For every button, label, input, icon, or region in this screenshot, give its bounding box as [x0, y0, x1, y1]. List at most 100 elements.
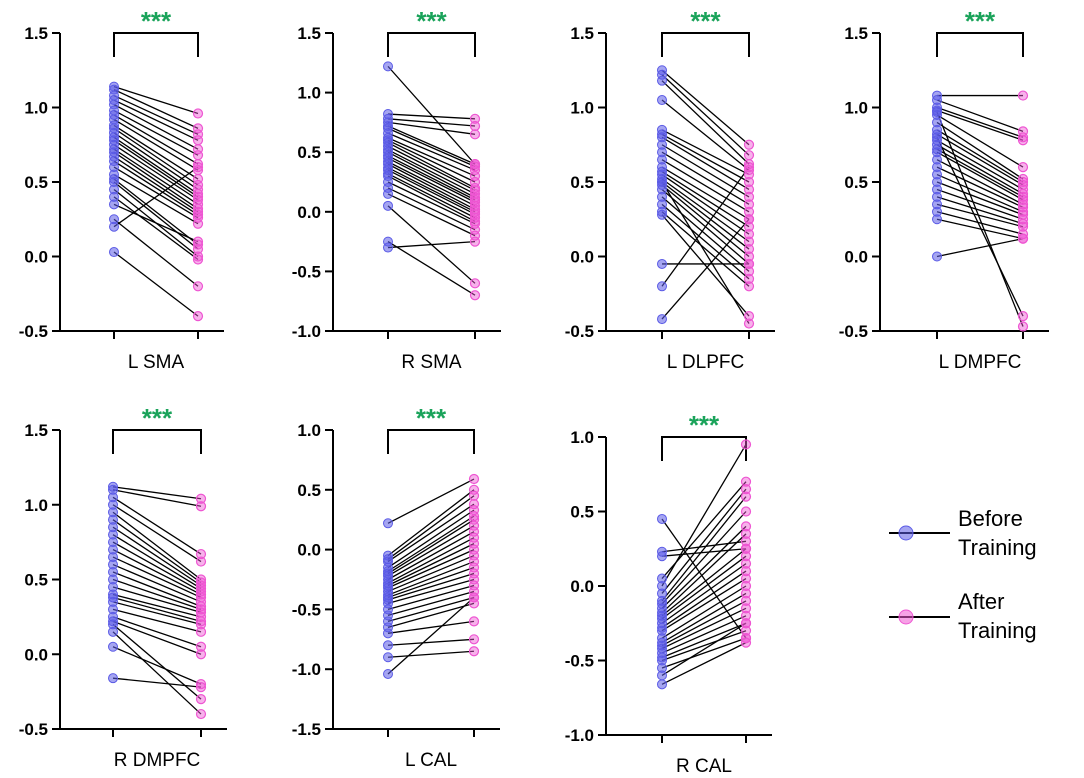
y-tick-label: 1.0 [570, 99, 594, 118]
point-after [1017, 90, 1029, 101]
subject-line [936, 166, 1024, 208]
point-after [743, 191, 755, 202]
point-before [109, 247, 119, 258]
subject-line [112, 541, 202, 593]
point-after [195, 649, 207, 660]
point-after [743, 273, 755, 284]
subject-line [387, 240, 476, 249]
point-after [195, 616, 207, 627]
subject-line [936, 114, 1024, 168]
point-before [383, 628, 393, 639]
point-after [1017, 311, 1029, 322]
point-after [1017, 218, 1029, 229]
point-after [1017, 191, 1029, 202]
point-before [383, 652, 393, 663]
subject-line [936, 99, 1024, 132]
subject-line [936, 196, 1024, 225]
subject-line [936, 173, 1024, 213]
subject-line [112, 504, 202, 563]
point-after [740, 565, 752, 577]
point-after [468, 490, 480, 501]
point-before [109, 221, 119, 232]
y-tick-label: -0.5 [565, 322, 594, 341]
y-tick-label: -0.5 [292, 600, 321, 619]
subject-line [112, 646, 202, 685]
subject-line [113, 89, 199, 129]
legend-label-before-line2: Training [958, 535, 1037, 560]
significance-label: *** [965, 6, 996, 36]
subject-line [387, 525, 475, 577]
point-after [743, 139, 755, 150]
subject-line [113, 251, 199, 317]
point-after [468, 592, 480, 603]
subject-line [661, 642, 747, 685]
significance-label: *** [416, 403, 447, 433]
point-after [469, 278, 481, 289]
subject-line [387, 596, 475, 622]
subject-line [112, 578, 202, 611]
subject-line [387, 519, 475, 575]
panel-l-dlpfc: -0.5 0.0 0.5 1.0 1.5 L DLPFC *** [565, 6, 775, 373]
point-after [743, 266, 755, 277]
subject-line [113, 166, 199, 219]
point-after [740, 558, 752, 569]
point-after [469, 129, 481, 140]
point-after [1017, 221, 1029, 232]
subject-line [387, 650, 475, 658]
point-after [743, 229, 755, 240]
subject-line [112, 534, 202, 590]
subject-line [387, 149, 476, 195]
significance-bracket [112, 429, 202, 454]
point-after [740, 588, 752, 599]
point-before [109, 199, 119, 210]
point-after [743, 236, 755, 247]
subject-line [661, 607, 747, 650]
point-after [740, 610, 752, 621]
point-before [657, 314, 667, 325]
subject-line [387, 181, 476, 225]
point-after [195, 619, 207, 630]
subject-line [661, 166, 750, 220]
category-label: L SMA [128, 352, 185, 373]
y-tick-label: 1.0 [570, 428, 594, 447]
subject-line [661, 637, 747, 669]
point-after [195, 626, 207, 637]
subject-line [112, 586, 202, 614]
subject-line [936, 151, 1024, 201]
point-after [192, 218, 204, 229]
subject-line [661, 555, 747, 620]
subject-line [113, 127, 199, 186]
subject-line [661, 214, 750, 317]
category-label: R CAL [676, 756, 732, 777]
subject-line [661, 540, 747, 553]
point-after [743, 184, 755, 195]
y-tick-label: 0.5 [24, 571, 48, 590]
subject-line [387, 584, 475, 611]
subject-line [387, 495, 475, 560]
point-before [383, 188, 393, 199]
subject-line [387, 241, 476, 296]
point-before [657, 177, 667, 187]
y-tick-label: -0.5 [839, 322, 868, 341]
y-tick-label: -1.0 [565, 726, 594, 745]
subject-line [112, 556, 202, 599]
point-after [740, 551, 752, 562]
point-after [195, 679, 207, 690]
subject-line [112, 563, 202, 603]
subject-line [113, 178, 199, 246]
panel-l-sma: -0.5 0.0 0.5 1.0 1.5 L SMA *** [19, 6, 224, 373]
subject-line [113, 124, 199, 180]
subject-line [113, 203, 199, 243]
subject-line [387, 566, 475, 599]
point-before [657, 95, 667, 106]
point-after [743, 281, 755, 292]
subject-line [661, 174, 750, 235]
point-after [740, 618, 752, 629]
subject-line [387, 543, 475, 587]
legend-label-after-line2: Training [958, 618, 1037, 643]
point-after [743, 214, 755, 225]
subject-line [936, 121, 1024, 180]
significance-bracket [387, 429, 475, 454]
category-label: R SMA [401, 352, 462, 373]
subject-line [387, 572, 475, 601]
